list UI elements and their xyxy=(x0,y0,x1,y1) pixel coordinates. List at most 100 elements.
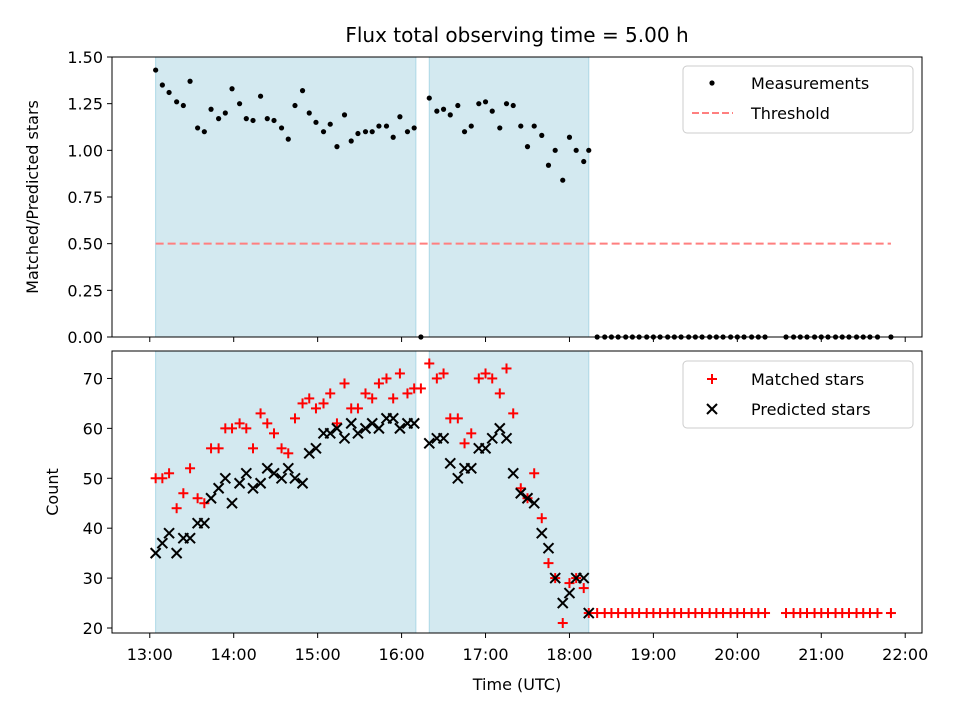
matched-star-point xyxy=(480,368,491,379)
measurement-point xyxy=(518,123,524,129)
matched-star-point xyxy=(872,608,883,619)
matched-star-point xyxy=(424,358,435,369)
matched-star-point xyxy=(394,368,405,379)
measurement-point xyxy=(482,99,489,105)
matched-star-point xyxy=(178,488,189,499)
measurement-point xyxy=(236,101,243,107)
predicted-star-stroke-b xyxy=(528,497,540,509)
measurement-point xyxy=(404,129,411,135)
matched-star-point xyxy=(367,393,378,404)
predicted-star-stroke-b xyxy=(324,427,336,440)
bottom-y-axis-label: Count xyxy=(43,468,62,516)
legend-marker-predicted-stars xyxy=(706,403,718,415)
matched-star-point xyxy=(248,443,259,454)
matched-star-point xyxy=(487,373,498,384)
matched-star-point xyxy=(262,418,273,429)
measurement-point xyxy=(229,86,235,92)
predicted-star-point xyxy=(387,412,399,425)
measurement-point xyxy=(174,99,180,105)
matched-star-point xyxy=(515,483,526,494)
measurement-point xyxy=(369,129,375,135)
measurement-point xyxy=(159,82,165,88)
measurement-point xyxy=(327,121,333,127)
predicted-star-stroke-b xyxy=(303,447,315,460)
bottom-y-tick-label: 20 xyxy=(83,619,103,638)
measurement-point xyxy=(468,123,474,129)
x-tick-label: 21:00 xyxy=(798,645,844,664)
predicted-star-point xyxy=(324,427,336,440)
bottom-y-tick-label: 60 xyxy=(83,419,103,438)
predicted-star-point xyxy=(542,542,555,554)
measurement-point xyxy=(180,102,186,109)
x-tick-label: 14:00 xyxy=(211,645,257,664)
predicted-star-point xyxy=(338,432,351,445)
measurement-point xyxy=(586,147,592,153)
predicted-star-stroke-b xyxy=(289,472,301,484)
predicted-star-stroke-b xyxy=(149,547,162,559)
predicted-star-point xyxy=(289,472,301,484)
predicted-star-point xyxy=(549,572,561,584)
top-y-tick-label: 0.75 xyxy=(67,188,103,207)
measurement-point xyxy=(222,110,228,116)
measurement-point xyxy=(264,116,270,122)
measurement-point xyxy=(208,106,214,112)
matched-star-point xyxy=(234,418,245,429)
measurement-point xyxy=(313,119,319,125)
matched-star-point xyxy=(415,383,426,394)
measurement-point xyxy=(306,110,312,116)
measurement-point xyxy=(461,129,468,135)
predicted-star-point xyxy=(452,472,464,484)
measurement-point xyxy=(257,93,264,99)
top-y-tick-label: 0.50 xyxy=(67,235,103,254)
measurement-point xyxy=(434,108,440,114)
top-y-tick-label: 1.25 xyxy=(67,95,103,114)
predicted-star-stroke-b xyxy=(268,467,280,479)
matched-star-point xyxy=(402,388,413,399)
matched-star-point xyxy=(885,608,896,619)
legend-marker-matched-stars xyxy=(707,374,717,384)
top-legend-box xyxy=(682,65,914,134)
top-shaded-regions xyxy=(155,56,590,338)
measurement-point xyxy=(531,123,537,129)
bottom-panel: 20 30 40 50 60 70 13:00 14:00 15:00 16:00 17:00 18… xyxy=(43,350,928,694)
matched-star-point xyxy=(352,403,363,414)
predicted-star-point xyxy=(557,597,569,609)
matched-star-point xyxy=(227,423,238,434)
predicted-star-stroke-b xyxy=(247,482,259,494)
x-axis-label: Time (UTC) xyxy=(472,675,561,694)
predicted-star-stroke-b xyxy=(170,547,183,559)
predicted-star-point xyxy=(212,482,225,494)
measurement-point xyxy=(411,125,417,131)
matched-star-point xyxy=(318,398,329,409)
x-tick-label: 20:00 xyxy=(714,645,760,664)
matched-star-point xyxy=(283,448,294,459)
predicted-star-point xyxy=(296,477,309,489)
matched-star-point xyxy=(185,463,196,474)
matched-star-point xyxy=(508,408,519,419)
predicted-star-point xyxy=(282,462,294,474)
top-y-tick-label: 0.25 xyxy=(67,281,103,300)
measurement-point xyxy=(476,101,482,107)
measurement-point xyxy=(426,95,432,101)
bottom-y-tick-label: 40 xyxy=(83,519,103,538)
matched-star-point xyxy=(529,468,540,479)
predicted-star-stroke-b xyxy=(387,412,399,425)
measurement-point xyxy=(552,147,558,153)
measurement-point xyxy=(278,125,285,131)
predicted-star-stroke-b xyxy=(310,442,322,455)
measurement-point xyxy=(573,147,579,153)
predicted-star-stroke-b xyxy=(583,607,595,619)
x-tick-label: 22:00 xyxy=(882,645,928,664)
bottom-y-ticks: 20 30 40 50 60 70 xyxy=(83,369,112,638)
measurement-point xyxy=(510,102,516,109)
top-y-axis-label: Matched/Predicted stars xyxy=(23,100,42,294)
bottom-data-marks xyxy=(149,358,896,629)
measurement-point xyxy=(383,123,390,129)
measurement-point xyxy=(503,101,510,107)
matched-star-point xyxy=(473,373,484,384)
matched-star-point xyxy=(501,363,512,374)
predicted-star-point xyxy=(444,457,456,470)
predicted-star-stroke-b xyxy=(205,492,217,504)
predicted-star-point xyxy=(394,422,406,435)
